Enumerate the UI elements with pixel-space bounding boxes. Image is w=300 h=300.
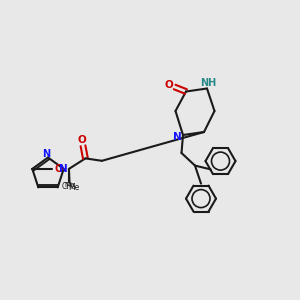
Text: CH₃: CH₃ <box>62 182 76 191</box>
Text: N: N <box>173 131 182 142</box>
Text: N: N <box>42 149 51 159</box>
Text: NH: NH <box>200 77 217 88</box>
Text: Me: Me <box>68 183 79 192</box>
Text: O: O <box>165 80 174 91</box>
Text: O: O <box>77 135 86 146</box>
Text: N: N <box>59 164 68 174</box>
Text: O: O <box>54 164 62 174</box>
Text: Me: Me <box>64 182 75 188</box>
